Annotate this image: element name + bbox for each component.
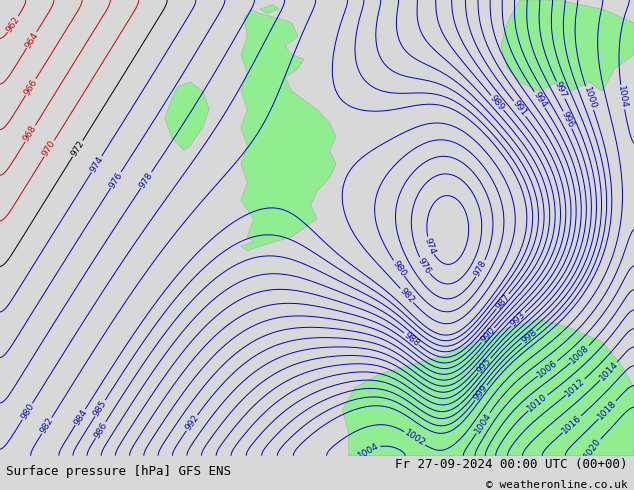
Text: © weatheronline.co.uk: © weatheronline.co.uk <box>486 480 628 490</box>
Text: 996: 996 <box>560 110 576 130</box>
Text: 974: 974 <box>88 155 105 174</box>
Text: 997: 997 <box>553 80 569 100</box>
Text: 980: 980 <box>391 259 408 278</box>
Text: 990: 990 <box>479 326 497 344</box>
Text: 999: 999 <box>472 383 489 402</box>
Text: 970: 970 <box>41 139 58 158</box>
Text: 989: 989 <box>488 93 507 112</box>
Text: 980: 980 <box>19 402 36 421</box>
Text: 1010: 1010 <box>526 392 550 414</box>
Polygon shape <box>260 4 279 14</box>
Text: 974: 974 <box>423 236 437 255</box>
Text: 1020: 1020 <box>582 437 602 461</box>
Text: 994: 994 <box>531 90 548 110</box>
Text: 988: 988 <box>402 330 421 348</box>
Text: 1002: 1002 <box>403 428 427 448</box>
Text: 1004: 1004 <box>473 411 493 435</box>
Text: 1018: 1018 <box>596 398 618 421</box>
Text: Surface pressure [hPa] GFS ENS: Surface pressure [hPa] GFS ENS <box>6 465 231 478</box>
Text: 966: 966 <box>22 77 39 97</box>
Text: 978: 978 <box>472 259 489 278</box>
Text: 1012: 1012 <box>564 376 587 398</box>
Text: 992: 992 <box>183 413 200 433</box>
Text: 968: 968 <box>22 124 39 143</box>
Text: 1000: 1000 <box>581 86 597 110</box>
Text: 972: 972 <box>69 139 86 158</box>
Text: 962: 962 <box>4 15 22 34</box>
Text: 984: 984 <box>72 408 89 427</box>
Text: 978: 978 <box>138 171 155 190</box>
Text: 976: 976 <box>416 256 432 275</box>
Text: 995: 995 <box>476 356 493 375</box>
Polygon shape <box>342 319 634 456</box>
Text: 985: 985 <box>92 398 108 418</box>
Text: 1014: 1014 <box>597 360 619 383</box>
Polygon shape <box>241 9 336 251</box>
Text: 986: 986 <box>93 420 109 440</box>
Text: 998: 998 <box>520 328 539 346</box>
Text: Fr 27-09-2024 00:00 UTC (00+00): Fr 27-09-2024 00:00 UTC (00+00) <box>395 458 628 471</box>
Text: 1006: 1006 <box>536 358 559 379</box>
Text: 987: 987 <box>494 292 512 311</box>
Text: 993: 993 <box>508 310 527 328</box>
Text: 1008: 1008 <box>569 343 592 366</box>
Text: 1004: 1004 <box>356 441 381 460</box>
Text: 964: 964 <box>23 30 40 49</box>
Polygon shape <box>501 0 634 91</box>
Text: 976: 976 <box>107 171 124 190</box>
Text: 982: 982 <box>39 416 55 435</box>
Polygon shape <box>165 82 209 150</box>
Text: 1004: 1004 <box>616 85 629 109</box>
Text: 1016: 1016 <box>560 413 583 435</box>
Text: 982: 982 <box>398 286 416 305</box>
Text: 991: 991 <box>510 99 528 118</box>
